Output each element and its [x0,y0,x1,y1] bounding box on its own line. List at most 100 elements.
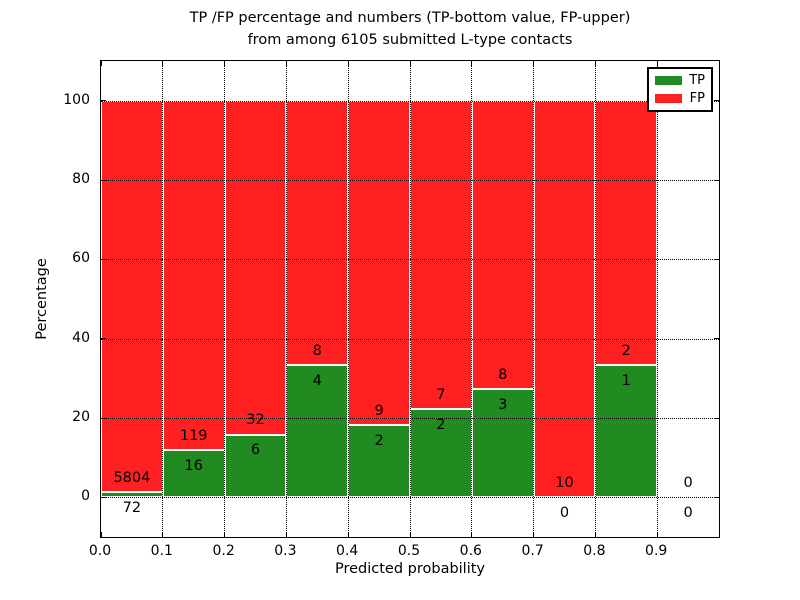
x-gridline-0.8 [594,61,596,537]
chart-title-line1: TP /FP percentage and numbers (TP-bottom… [189,10,631,26]
chart-title-line2: from among 6105 submitted L-type contact… [247,32,573,48]
x-tick-label-0.8: 0.8 [583,543,606,559]
y-tick-label-80: 80 [72,171,90,187]
x-tick-top [594,61,596,66]
x-tick-label-0.0: 0.0 [88,543,112,559]
tp-count-label-4: 2 [374,432,384,449]
fp-legend-swatch [655,93,682,103]
fp-count-label-5: 7 [436,386,446,403]
fp-bar-segment-0 [101,100,163,493]
x-gridline-0.1 [162,61,164,537]
x-tick-label-0.1: 0.1 [150,543,173,559]
tp-bar-segment-6 [471,389,534,498]
fp-bar-segment-1 [162,100,225,451]
x-tick-top [471,61,473,66]
x-tick-bottom [409,532,411,537]
fp-count-label-1: 119 [179,428,208,445]
x-gridline-0.7 [533,61,535,537]
chart-title: TP /FP percentage and numbers (TP-bottom… [100,7,720,51]
x-gridline-0.9 [656,61,658,537]
x-tick-top [285,61,287,66]
y-gridline-20 [101,418,719,419]
x-gridline-0.5 [409,61,411,537]
tp-count-label-6: 3 [498,396,508,413]
x-axis-label: Predicted probability [334,561,486,577]
fp-count-label-3: 8 [312,342,322,359]
x-tick-label-0.7: 0.7 [521,543,544,559]
fp-count-label-0: 5804 [113,470,151,487]
x-tick-label-0.4: 0.4 [336,543,359,559]
x-gridline-0.2 [224,61,226,537]
tp-count-label-2: 6 [250,442,261,459]
fp-count-label-2: 32 [246,412,265,429]
x-tick-bottom [224,532,226,537]
y-gridline-100 [101,100,719,102]
y-tick-left [101,417,106,419]
y-axis-label: Percentage [34,258,50,340]
x-gridline-0.4 [347,61,349,537]
y-tick-label-60: 60 [72,250,90,267]
x-tick-label-0.6: 0.6 [459,543,482,559]
y-gridline-40 [101,338,719,340]
x-tick-top [347,61,349,66]
x-gridline-0.3 [285,61,287,537]
y-tick-right [714,258,719,260]
legend-row-tp: TP [655,74,705,87]
x-tick-bottom [594,532,596,537]
fp-bar-segment-6 [471,100,534,390]
x-tick-bottom [100,532,102,537]
legend: TP FP [647,67,713,112]
y-tick-label-40: 40 [72,329,90,346]
y-tick-left [101,258,106,260]
legend-row-fp: FP [655,92,705,105]
fp-bar-segment-3 [286,100,349,366]
x-tick-bottom [162,532,164,537]
x-tick-bottom [471,532,473,537]
y-gridline-0 [101,497,719,499]
fp-count-label-7: 10 [555,475,574,492]
plot-inner: 5804 72 119 16 32 6 8 4 9 2 7 2 8 3 10 0 2 1 0 0 [100,61,719,537]
tp-count-label-3: 4 [312,372,322,389]
plot-area: 5804 72 119 16 32 6 8 4 9 2 7 2 8 3 10 0 2 1 0 0 [100,60,720,538]
x-tick-label-0.2: 0.2 [212,543,235,559]
tp-count-label-8: 1 [621,372,631,389]
x-tick-top [100,61,102,66]
fp-bar-segment-8 [595,100,658,366]
y-tick-left [101,496,106,498]
x-tick-bottom [347,532,349,537]
y-gridline-80 [101,180,719,181]
y-tick-left [101,100,106,102]
fp-count-label-4: 9 [374,402,384,419]
tp-count-label-9: 0 [683,504,693,521]
y-tick-left [101,338,106,340]
fp-count-label-6: 8 [498,366,508,383]
x-tick-top [224,61,226,66]
tp-legend-swatch [655,76,682,86]
x-tick-bottom [285,532,287,537]
fp-bar-segment-2 [224,100,287,435]
x-tick-bottom [656,532,658,537]
x-tick-top [162,61,164,66]
y-tick-right [714,417,719,419]
tp-bar-segment-4 [348,425,410,498]
fp-legend-label: FP [689,90,705,106]
y-tick-right [714,338,719,340]
x-tick-label-0.5: 0.5 [397,543,421,559]
x-tick-bottom [533,532,535,537]
x-tick-label-0.3: 0.3 [274,543,297,559]
y-tick-left [101,179,106,181]
fp-bar-segment-7 [533,100,596,498]
y-tick-right [714,179,719,181]
fp-bar-segment-5 [410,100,472,410]
x-tick-top [656,61,658,66]
tp-bar-segment-8 [595,365,658,498]
y-gridline-60 [101,259,719,261]
y-tick-label-100: 100 [63,91,90,108]
tp-legend-label: TP [689,73,705,89]
y-tick-right [714,496,719,498]
fp-count-label-9: 0 [683,475,693,492]
tp-count-label-5: 2 [436,416,446,433]
tp-count-label-7: 0 [559,504,570,521]
tp-count-label-0: 72 [122,499,142,516]
